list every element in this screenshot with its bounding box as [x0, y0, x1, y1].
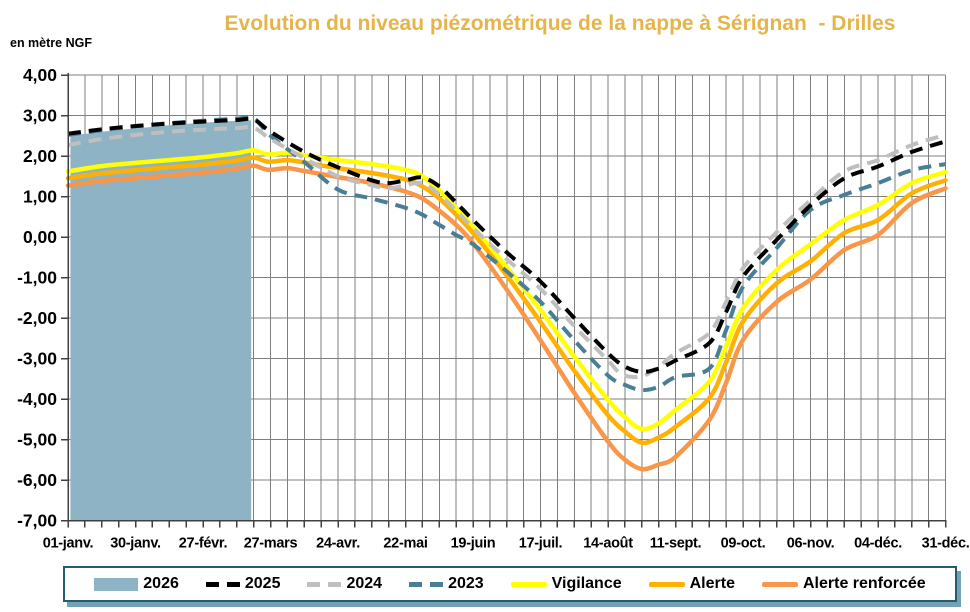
x-axis-label: 01-janv. — [43, 536, 94, 552]
axis-labels: 4,00 3,00 2,00 1,00 0,00 -1,00 -2,00 -3,00 -4,00… — [17, 65, 970, 552]
legend-swatch-dashed — [205, 581, 240, 587]
legend-label: Alerte — [689, 575, 735, 592]
x-axis-label: 19-juin — [451, 536, 496, 552]
legend-swatch-area — [94, 577, 139, 591]
legend-item-alerte: Alerte — [648, 575, 735, 593]
legend-label: Alerte renforcée — [802, 575, 926, 592]
y-axis-unit-label: en mètre NGF — [10, 36, 92, 50]
y-axis-label: -1,00 — [17, 268, 57, 288]
legend-label: 2024 — [346, 575, 383, 592]
x-axis-label: 09-oct. — [721, 536, 766, 552]
x-axis-label: 17-juil. — [519, 536, 563, 552]
y-axis-label: 2,00 — [23, 146, 57, 166]
legend-swatch-solid — [648, 581, 685, 587]
y-axis-label: -7,00 — [17, 511, 57, 531]
y-axis-label: -3,00 — [17, 349, 57, 369]
plot-area: 4,00 3,00 2,00 1,00 0,00 -1,00 -2,00 -3,00 -4,00… — [17, 65, 970, 552]
axes — [61, 73, 947, 528]
x-axis-label: 11-sept. — [650, 536, 702, 552]
x-axis-label: 30-janv. — [110, 536, 161, 552]
y-axis-label: -5,00 — [17, 430, 57, 450]
y-axis-label: 1,00 — [23, 187, 57, 207]
x-axis-label: 22-mai — [383, 536, 427, 552]
legend-swatch-solid — [510, 581, 547, 587]
series-line-2024 — [67, 124, 947, 380]
legend-label: Vigilance — [551, 575, 622, 592]
legend-item-2025: 2025 — [205, 575, 281, 593]
series-area-2026 — [70, 120, 252, 521]
legend-swatch-dashed — [307, 581, 342, 587]
y-axis-label: -6,00 — [17, 470, 57, 490]
x-axis-label: 27-févr. — [179, 536, 228, 552]
legend-item-vigilance: Vigilance — [510, 575, 622, 593]
legend-item-alerte-renforcée: Alerte renforcée — [761, 575, 926, 593]
x-axis-label: 06-nov. — [787, 536, 835, 552]
series-line-Alerte-renforcée — [65, 163, 948, 472]
y-axis-label: 4,00 — [23, 65, 57, 85]
legend: 2026 2025 2024 2023 Vigilance Alerte Alerte re… — [63, 566, 957, 602]
legend-item-2024: 2024 — [307, 575, 382, 593]
series-line-Vigilance — [65, 148, 948, 432]
chart-title: Evolution du niveau piézométrique de la … — [224, 12, 896, 35]
legend-swatch-solid — [761, 581, 798, 587]
legend-label: 2026 — [143, 575, 179, 592]
x-axis-label: 24-avr. — [316, 536, 360, 552]
series-line-Alerte — [65, 155, 948, 446]
series-lines — [65, 115, 948, 521]
x-axis-label: 14-août — [583, 536, 633, 552]
legend-item-2023: 2023 — [409, 575, 484, 593]
y-axis-label: -4,00 — [17, 389, 57, 409]
legend-label: 2023 — [448, 575, 484, 592]
y-axis-label: 3,00 — [23, 106, 57, 126]
x-axis-label: 31-déc. — [922, 536, 970, 552]
x-axis-label: 27-mars — [244, 536, 298, 552]
legend-label: 2025 — [244, 575, 281, 592]
series-line-2025 — [67, 116, 947, 374]
legend-item-2026: 2026 — [94, 575, 179, 593]
x-axis-label: 04-déc. — [854, 536, 902, 552]
y-axis-label: 0,00 — [23, 227, 57, 247]
y-axis-label: -2,00 — [17, 308, 57, 328]
legend-swatch-dashed — [409, 581, 444, 587]
